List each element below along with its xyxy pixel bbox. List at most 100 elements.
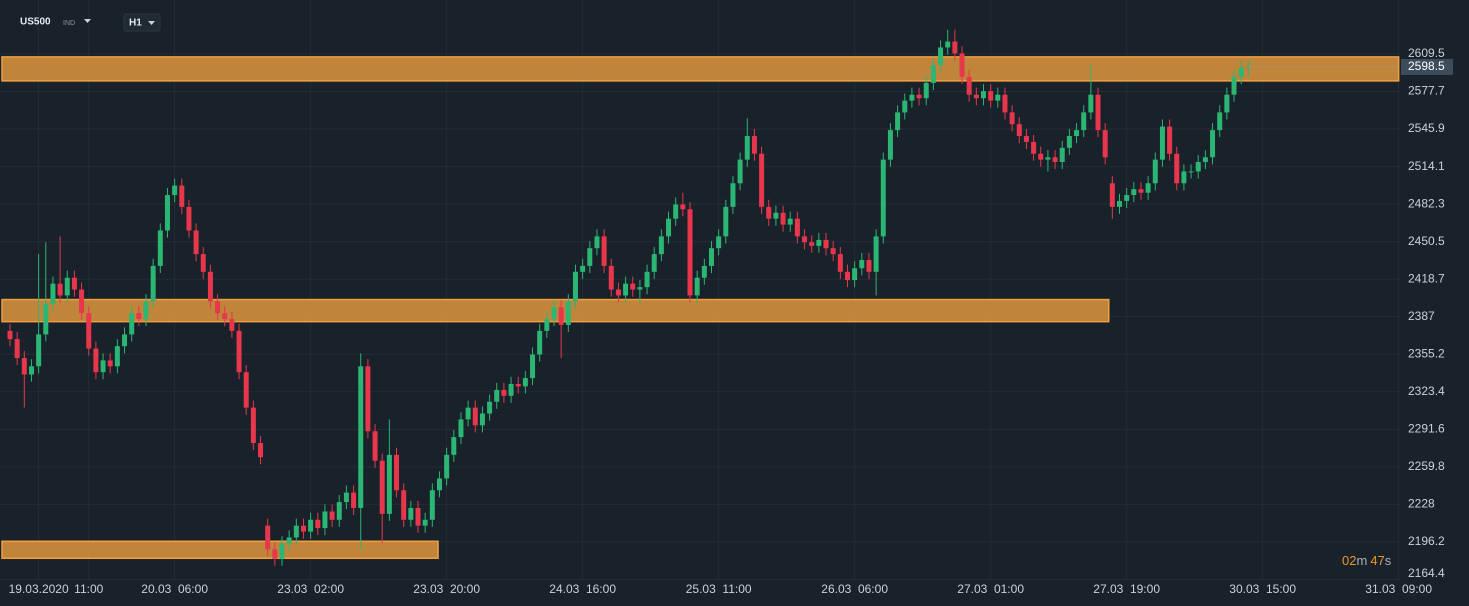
candle-body [673,204,679,219]
candle-body [902,100,908,113]
candle-body [372,431,378,461]
x-tick-label: 27.03 19:00 [1093,582,1160,596]
y-tick-label: 2259.8 [1408,459,1445,473]
timer-part: m [1356,553,1367,568]
x-tick-label: 26.03 06:00 [821,582,888,596]
candle-body [64,277,70,296]
candle-body [279,543,285,559]
candle-body [601,236,607,266]
candle-body [136,313,142,320]
candle-body [365,366,371,432]
timeframe[interactable]: H1 [129,18,142,29]
candle-body [157,230,163,266]
candle-body [830,248,836,255]
dropdown-arrow[interactable] [84,19,91,23]
candle-body [300,525,306,532]
candle-body [623,283,629,296]
candle-body [386,454,392,514]
candle-body [379,460,385,514]
candle-body [422,519,428,526]
timeframe-box[interactable] [123,13,161,32]
candle-body [479,413,485,426]
candle-body [995,94,1001,101]
candle-body [265,525,271,550]
x-tick-label: 24.03 16:00 [549,582,616,596]
candle-body [1224,94,1230,113]
candle-body [129,313,135,335]
candle-body [193,230,199,255]
candle-body [630,283,636,290]
candle-body [207,271,213,302]
candle-body [343,492,349,503]
candle-body [1016,124,1022,137]
candle-body [494,389,500,402]
candle-body [1109,183,1115,207]
candle-body [701,265,707,278]
candle-body [708,248,714,266]
candle-body [759,153,765,207]
candle-body [1131,189,1137,196]
candle-body [530,354,536,379]
candle-body [780,212,786,225]
candle-body [537,330,543,355]
candle-body [243,372,249,408]
candle-body [1052,157,1058,163]
candle-body [637,287,643,290]
candle-body [1124,195,1130,201]
candle-body [687,209,693,296]
symbol[interactable]: US500 [20,17,51,28]
candle-body [1102,130,1108,158]
candle-body [501,389,507,396]
candle-body [293,525,299,538]
candle-body [1074,130,1080,137]
dropdown-arrow[interactable] [148,21,155,25]
y-tick-label: 2577.7 [1408,84,1445,98]
y-tick-label: 2609.5 [1408,46,1445,60]
candle-body [823,239,829,249]
candle-body [200,254,206,272]
candle-body [57,283,63,296]
candle-body [852,268,858,281]
candle-body [1116,200,1122,207]
candle-body [1181,171,1187,184]
candle-body [472,407,478,426]
candle-body [615,289,621,296]
candle-body [551,307,557,320]
candle-body [179,185,185,207]
candle-body [1145,183,1151,193]
candle-body [930,65,936,83]
candle-body [895,112,901,131]
candle-body [79,289,85,314]
candle-body [887,130,893,160]
candle-body [408,507,414,520]
candle-body [666,218,672,237]
candle-body [816,239,822,246]
x-tick-label: 27.03 01:00 [957,582,1024,596]
timer-part: 47 [1370,553,1384,568]
candle-body [351,492,357,508]
candle-body [222,313,228,320]
candle-body [451,437,457,455]
candle-body [1152,159,1158,184]
candle-body [1088,94,1094,113]
candle-body [487,401,493,414]
candle-body [580,265,586,272]
candle-body [837,254,843,272]
y-tick-label: 2355.2 [1408,346,1445,360]
market[interactable]: IND [63,20,75,27]
candle-body [1023,136,1029,142]
candle-body [1174,153,1180,184]
candle-body [1238,67,1244,77]
candle-body [229,319,235,331]
x-tick-label: 23.03 02:00 [277,582,344,596]
candle-body [773,212,779,219]
candle-body [107,360,113,367]
candle-body [122,334,128,347]
candle-body [150,265,156,302]
candle-body [508,383,514,396]
candle-body [308,519,314,532]
candle-body [86,313,92,349]
candle-body [186,206,192,231]
toolbar: US500 IND H1 [20,13,161,32]
last-price-label: 2598.5 [1408,59,1445,73]
